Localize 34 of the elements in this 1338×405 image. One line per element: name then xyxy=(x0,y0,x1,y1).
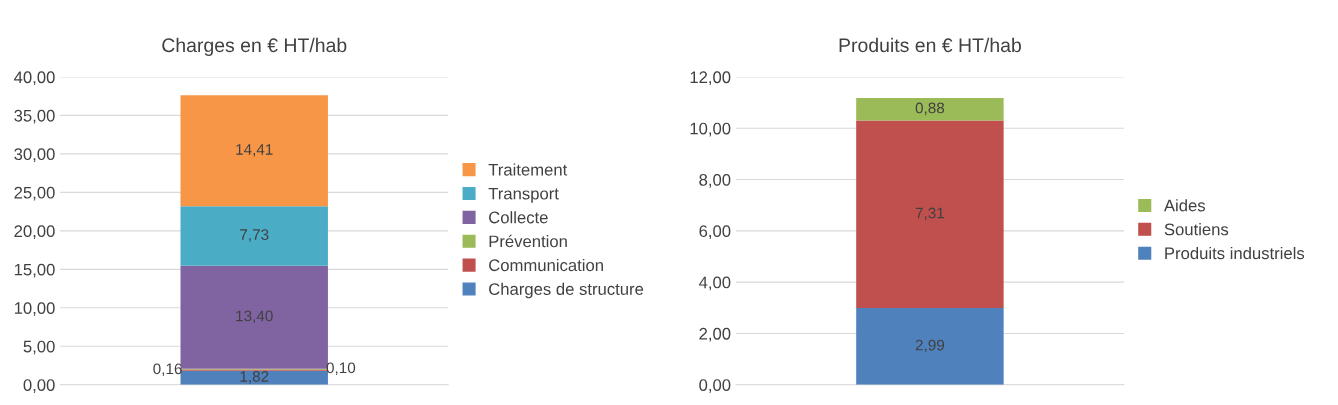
y-tick-label: 12,00 xyxy=(690,71,731,86)
data-label: 2,99 xyxy=(915,339,945,353)
chart-title: Produits en € HT/hab xyxy=(839,37,1021,53)
data-label: 7,73 xyxy=(240,229,269,242)
y-tick-label: 2,00 xyxy=(699,327,731,342)
legend-label: Aides xyxy=(1163,199,1206,212)
y-tick-label: 30,00 xyxy=(14,148,55,163)
legend-label: Charges de structure xyxy=(489,282,644,299)
y-tick-label: 10,00 xyxy=(14,302,55,316)
data-label: 14,41 xyxy=(236,144,273,157)
y-tick-label: 40,00 xyxy=(14,71,55,86)
y-tick-label: 20,00 xyxy=(14,225,55,240)
legend-label: Produits industriels xyxy=(1165,246,1305,260)
legend-label: Collecte xyxy=(489,211,548,224)
y-tick-label: 6,00 xyxy=(699,225,731,240)
legend-label: Communication xyxy=(489,258,603,272)
legend-label: Prévention xyxy=(489,234,567,248)
y-tick-label: 8,00 xyxy=(699,173,731,188)
y-tick-label: 0,00 xyxy=(23,379,55,393)
y-tick-label: 35,00 xyxy=(14,109,55,124)
data-label: 13,40 xyxy=(236,310,273,324)
y-tick-label: 10,00 xyxy=(690,122,731,137)
y-tick-label: 15,00 xyxy=(14,263,55,278)
y-tick-label: 25,00 xyxy=(14,186,55,201)
y-tick-label: 4,00 xyxy=(698,276,731,291)
data-label: 1,82 xyxy=(240,371,269,384)
y-tick-label: 5,00 xyxy=(23,340,55,355)
chart-title: Charges en € HT/hab xyxy=(162,37,347,56)
legend-label: Transport xyxy=(488,187,559,203)
legend-label: Soutiens xyxy=(1164,223,1229,236)
data-label: 0,88 xyxy=(915,102,945,116)
y-tick-label: 0,00 xyxy=(699,379,731,393)
data-label: 7,31 xyxy=(915,207,945,221)
legend-label: Traitement xyxy=(488,163,568,176)
